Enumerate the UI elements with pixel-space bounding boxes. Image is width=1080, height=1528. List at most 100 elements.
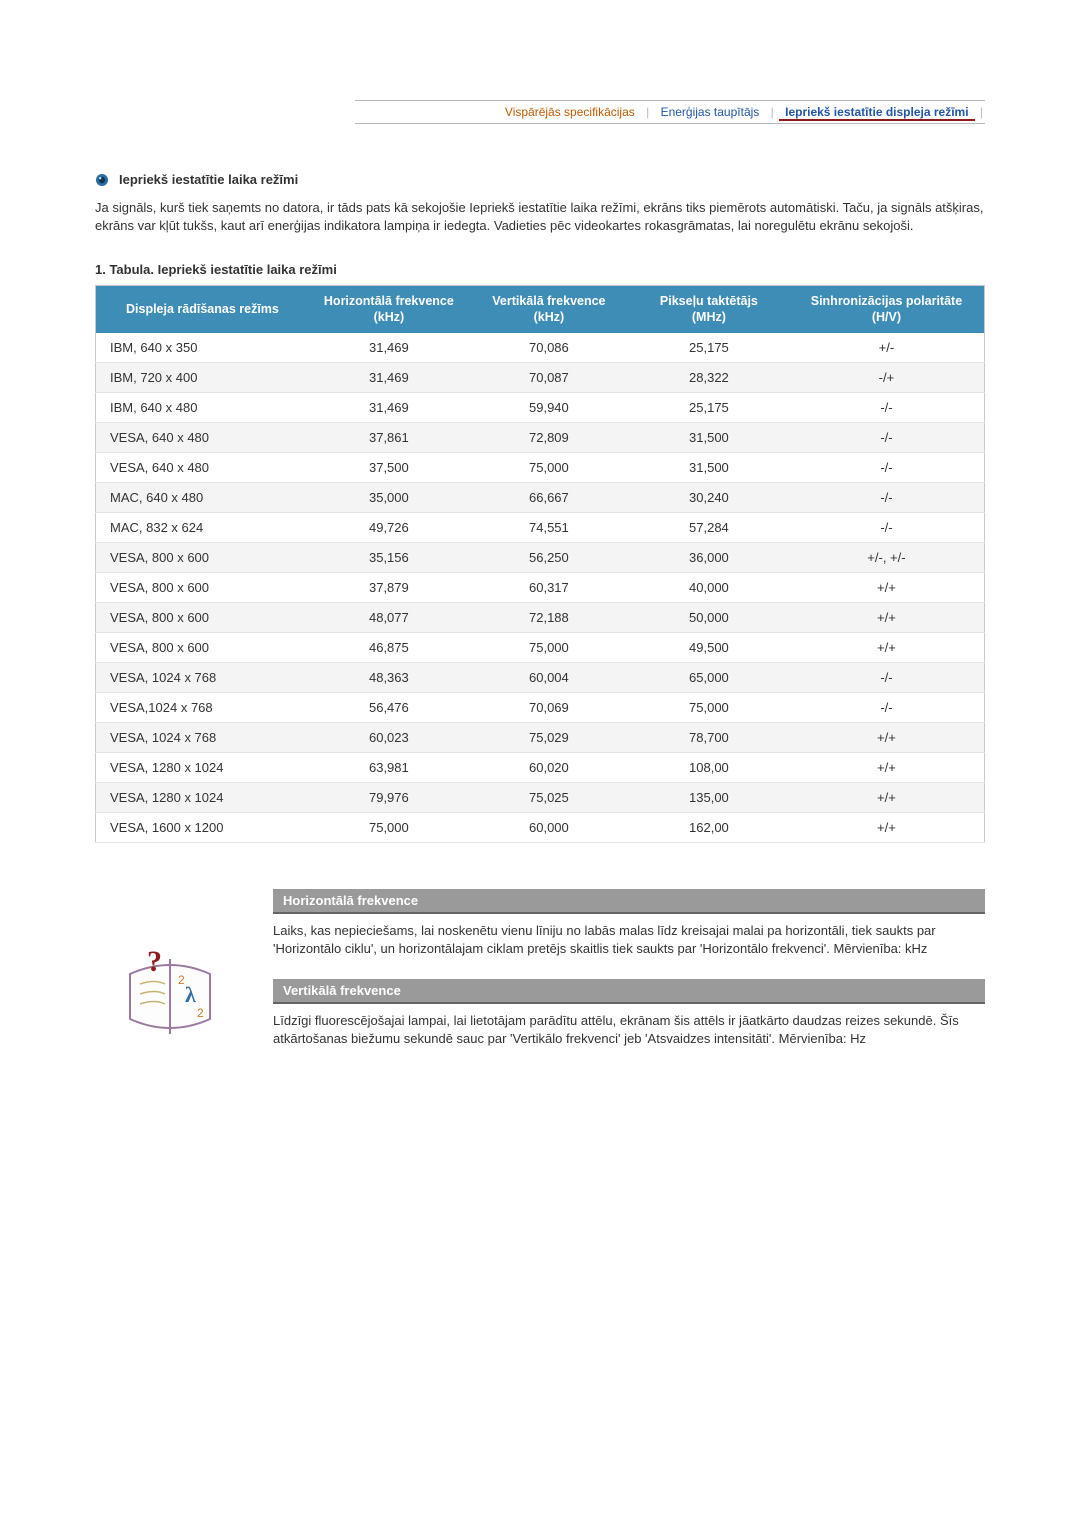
column-header: Vertikālā frekvence(kHz) — [469, 286, 629, 334]
mode-cell: MAC, 832 x 624 — [96, 513, 309, 543]
horizontal-frequency-header: Horizontālā frekvence — [273, 889, 985, 914]
section-title: Iepriekš iestatītie laika režīmi — [119, 172, 298, 187]
tab-separator: | — [978, 105, 985, 119]
value-cell: 56,476 — [309, 693, 469, 723]
value-cell: 31,500 — [629, 453, 789, 483]
value-cell: +/- — [789, 333, 985, 363]
value-cell: 79,976 — [309, 783, 469, 813]
mode-cell: VESA, 1280 x 1024 — [96, 783, 309, 813]
mode-cell: VESA, 640 x 480 — [96, 423, 309, 453]
value-cell: 35,156 — [309, 543, 469, 573]
value-cell: 60,317 — [469, 573, 629, 603]
mode-cell: VESA, 800 x 600 — [96, 633, 309, 663]
value-cell: 108,00 — [629, 753, 789, 783]
value-cell: 48,077 — [309, 603, 469, 633]
vertical-frequency-body: Līdzīgi fluorescējošajai lampai, lai lie… — [273, 1012, 985, 1047]
value-cell: 37,500 — [309, 453, 469, 483]
table-header: Displeja rādīšanas režīmsHorizontālā fre… — [96, 286, 985, 334]
value-cell: 162,00 — [629, 813, 789, 843]
table-row: VESA, 800 x 60037,87960,31740,000+/+ — [96, 573, 985, 603]
table-row: VESA, 1024 x 76848,36360,00465,000-/- — [96, 663, 985, 693]
value-cell: 66,667 — [469, 483, 629, 513]
value-cell: 50,000 — [629, 603, 789, 633]
value-cell: 25,175 — [629, 393, 789, 423]
value-cell: 57,284 — [629, 513, 789, 543]
column-header: Horizontālā frekvence(kHz) — [309, 286, 469, 334]
preset-modes-table: Displeja rādīšanas režīmsHorizontālā fre… — [95, 285, 985, 843]
tab-separator: | — [769, 105, 776, 119]
value-cell: +/+ — [789, 723, 985, 753]
table-body: IBM, 640 x 35031,46970,08625,175+/-IBM, … — [96, 333, 985, 843]
value-cell: 37,879 — [309, 573, 469, 603]
table-row: IBM, 720 x 40031,46970,08728,322-/+ — [96, 363, 985, 393]
value-cell: 35,000 — [309, 483, 469, 513]
value-cell: 75,000 — [469, 633, 629, 663]
column-header: Pikseļu taktētājs(MHz) — [629, 286, 789, 334]
table-row: VESA, 1280 x 102463,98160,020108,00+/+ — [96, 753, 985, 783]
horizontal-frequency-body: Laiks, kas nepieciešams, lai noskenētu v… — [273, 922, 985, 957]
table-row: VESA, 1024 x 76860,02375,02978,700+/+ — [96, 723, 985, 753]
value-cell: 46,875 — [309, 633, 469, 663]
value-cell: 56,250 — [469, 543, 629, 573]
value-cell: 135,00 — [629, 783, 789, 813]
value-cell: 74,551 — [469, 513, 629, 543]
value-cell: -/+ — [789, 363, 985, 393]
mode-cell: IBM, 640 x 350 — [96, 333, 309, 363]
table-row: IBM, 640 x 48031,46959,94025,175-/- — [96, 393, 985, 423]
mode-cell: VESA, 1024 x 768 — [96, 723, 309, 753]
value-cell: 75,000 — [629, 693, 789, 723]
value-cell: 75,000 — [309, 813, 469, 843]
value-cell: 75,029 — [469, 723, 629, 753]
value-cell: 31,500 — [629, 423, 789, 453]
mode-cell: VESA, 640 x 480 — [96, 453, 309, 483]
value-cell: 31,469 — [309, 333, 469, 363]
table-row: VESA, 640 x 48037,50075,00031,500-/- — [96, 453, 985, 483]
info-illustration: ? λ 2 2 — [95, 889, 245, 1069]
mode-cell: MAC, 640 x 480 — [96, 483, 309, 513]
table-row: VESA, 800 x 60046,87575,00049,500+/+ — [96, 633, 985, 663]
tab-power-saver[interactable]: Enerģijas taupītājs — [655, 105, 766, 119]
mode-cell: IBM, 640 x 480 — [96, 393, 309, 423]
table-caption: 1. Tabula. Iepriekš iestatītie laika rež… — [95, 262, 985, 277]
value-cell: +/+ — [789, 573, 985, 603]
value-cell: 72,809 — [469, 423, 629, 453]
value-cell: 63,981 — [309, 753, 469, 783]
mode-cell: VESA,1024 x 768 — [96, 693, 309, 723]
value-cell: 60,020 — [469, 753, 629, 783]
value-cell: -/- — [789, 483, 985, 513]
value-cell: 75,000 — [469, 453, 629, 483]
tab-separator: | — [644, 105, 651, 119]
mode-cell: VESA, 800 x 600 — [96, 543, 309, 573]
intro-paragraph: Ja signāls, kurš tiek saņemts no datora,… — [95, 199, 985, 234]
top-tab-nav: Vispārējās specifikācijas | Enerģijas ta… — [355, 100, 985, 124]
svg-text:?: ? — [147, 945, 162, 978]
tab-general-specs[interactable]: Vispārējās specifikācijas — [499, 105, 641, 119]
table-row: MAC, 640 x 48035,00066,66730,240-/- — [96, 483, 985, 513]
mode-cell: VESA, 800 x 600 — [96, 603, 309, 633]
value-cell: 25,175 — [629, 333, 789, 363]
value-cell: -/- — [789, 453, 985, 483]
value-cell: 30,240 — [629, 483, 789, 513]
column-header: Sinhronizācijas polaritāte(H/V) — [789, 286, 985, 334]
value-cell: 75,025 — [469, 783, 629, 813]
value-cell: 78,700 — [629, 723, 789, 753]
value-cell: 72,188 — [469, 603, 629, 633]
table-row: VESA, 1600 x 120075,00060,000162,00+/+ — [96, 813, 985, 843]
value-cell: 37,861 — [309, 423, 469, 453]
value-cell: 59,940 — [469, 393, 629, 423]
svg-text:λ: λ — [185, 982, 196, 1007]
value-cell: +/+ — [789, 753, 985, 783]
value-cell: 60,000 — [469, 813, 629, 843]
value-cell: 49,726 — [309, 513, 469, 543]
value-cell: 60,023 — [309, 723, 469, 753]
value-cell: 70,086 — [469, 333, 629, 363]
value-cell: 70,087 — [469, 363, 629, 393]
value-cell: 31,469 — [309, 363, 469, 393]
value-cell: -/- — [789, 693, 985, 723]
tab-preset-display-modes[interactable]: Iepriekš iestatītie displeja režīmi — [779, 105, 974, 121]
table-row: VESA, 800 x 60048,07772,18850,000+/+ — [96, 603, 985, 633]
value-cell: +/+ — [789, 783, 985, 813]
value-cell: 65,000 — [629, 663, 789, 693]
value-cell: 36,000 — [629, 543, 789, 573]
value-cell: +/+ — [789, 603, 985, 633]
